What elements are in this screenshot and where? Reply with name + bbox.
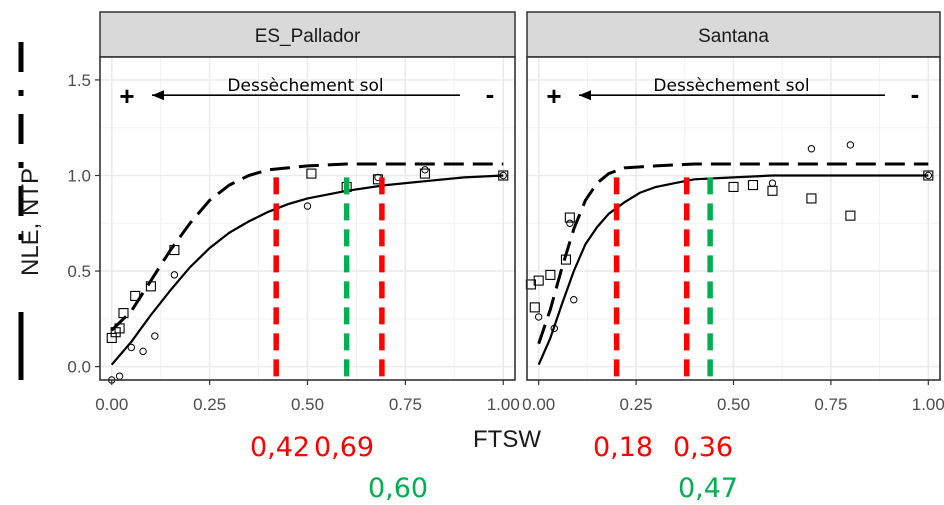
data-point-circle: [303, 202, 312, 210]
x-tick-label: 0.25: [193, 395, 226, 414]
x-tick-label: 0.50: [291, 395, 324, 414]
threshold-label-red: 0,36: [673, 432, 733, 463]
data-point-square: [118, 308, 129, 319]
data-point-square: [845, 210, 856, 221]
threshold-label-red: 0,18: [593, 432, 653, 463]
drying-annotation: Dessèchement sol: [653, 76, 809, 96]
data-point-circle: [570, 296, 578, 304]
data-point-square: [923, 170, 934, 181]
data-point-square: [545, 269, 556, 280]
solid-curve: [537, 174, 929, 366]
y-tick-label: 0.0: [67, 358, 91, 377]
x-tick-label: 0.00: [522, 395, 555, 414]
x-tick-label: 0.75: [814, 395, 847, 414]
data-point-square: [169, 244, 180, 256]
data-point-circle: [534, 313, 543, 321]
data-point-square: [419, 168, 431, 179]
threshold-label-green: 0,47: [678, 473, 738, 504]
data-point-circle: [139, 347, 147, 356]
panel-1: Santana Dessèchement sol + - 0.00 0.25 0.50 0.7…: [522, 11, 944, 504]
data-point-circle: [550, 324, 558, 333]
minus-sign: -: [911, 79, 920, 109]
drying-arrow-head: [579, 90, 591, 101]
data-point-square: [560, 254, 572, 265]
plus-sign: +: [546, 81, 561, 111]
data-point-square: [145, 281, 156, 292]
dashed-curve: [537, 162, 929, 345]
data-point-circle: [566, 219, 574, 227]
data-point-circle: [151, 332, 159, 340]
x-tick-label: 1.00: [912, 395, 944, 414]
threshold-label-red: 0,42: [250, 432, 310, 463]
panel-title: ES_Pallador: [255, 26, 361, 47]
threshold-label-green: 0,60: [368, 473, 428, 504]
data-point-circle: [170, 271, 179, 279]
x-tick-label: 0.25: [620, 395, 653, 414]
data-point-square: [747, 180, 759, 191]
x-tick-label: 0.75: [389, 395, 422, 414]
panel-0: ES_Pallador Dessèchement sol + - 0.00 0.25 0.5…: [67, 11, 520, 504]
data-point-square: [306, 168, 317, 179]
data-point-square: [529, 302, 540, 313]
data-point-circle: [127, 343, 136, 352]
dashed-curve: [110, 162, 504, 332]
data-point-circle: [924, 171, 933, 180]
y-tick-label: 0.5: [67, 262, 91, 281]
solid-curve: [110, 174, 504, 366]
data-point-circle: [807, 145, 816, 153]
data-point-square: [106, 332, 117, 344]
threshold-label-red: 0,69: [314, 432, 374, 463]
x-tick-label: 0.50: [717, 395, 750, 414]
y-tick-label: 1.5: [67, 71, 91, 90]
data-point-square: [498, 170, 509, 181]
data-point-square: [564, 212, 575, 223]
data-point-square: [130, 290, 141, 301]
panel-strip: [99, 11, 516, 58]
data-point-circle: [421, 166, 429, 174]
data-point-circle: [846, 141, 855, 149]
panel-title: Santana: [698, 26, 769, 47]
data-point-square: [806, 193, 817, 204]
minus-sign: -: [486, 79, 495, 109]
drying-annotation: Dessèchement sol: [227, 76, 383, 96]
data-point-square: [533, 275, 544, 286]
y-axis-title: NLE, NTP: [17, 168, 44, 276]
data-point-square: [114, 323, 125, 334]
x-tick-label: 0.00: [95, 395, 128, 414]
plus-sign: +: [119, 81, 134, 111]
drying-arrow-head: [152, 90, 164, 101]
data-point-square: [110, 327, 121, 338]
y-tick-label: 1.0: [67, 166, 91, 185]
data-point-square: [728, 181, 739, 193]
data-point-circle: [768, 179, 777, 187]
x-tick-label: 1.00: [487, 395, 520, 414]
data-point-circle: [499, 171, 507, 180]
x-axis-title: FTSW: [473, 426, 541, 453]
